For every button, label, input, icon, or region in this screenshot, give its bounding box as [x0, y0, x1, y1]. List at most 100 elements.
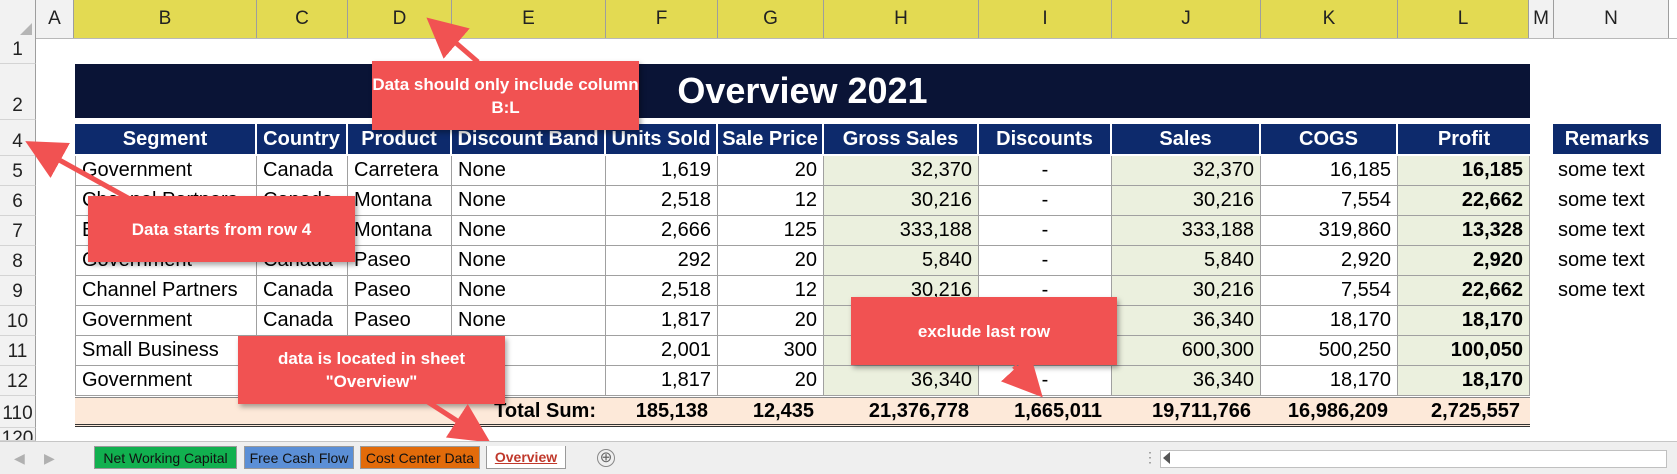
cell-country[interactable]: Canada: [257, 306, 348, 336]
total-discounts[interactable]: 1,665,011: [1014, 400, 1102, 422]
column-header-j[interactable]: J: [1112, 0, 1261, 38]
cell-units-sold[interactable]: 2,518: [606, 186, 718, 216]
cell-discount-band[interactable]: None: [452, 216, 606, 246]
cell-discounts[interactable]: -: [979, 186, 1112, 216]
cell-profit[interactable]: 16,185: [1398, 156, 1530, 186]
cell-discount-band[interactable]: None: [452, 186, 606, 216]
header-country[interactable]: Country: [257, 124, 348, 154]
cell-sale-price[interactable]: 20: [718, 156, 824, 186]
scroll-left-arrow-icon[interactable]: [1163, 452, 1170, 464]
row-header-5[interactable]: 5: [0, 156, 36, 186]
remark-cell[interactable]: some text: [1558, 159, 1645, 181]
cell-cogs[interactable]: 500,250: [1261, 336, 1398, 366]
cell-units-sold[interactable]: 1,817: [606, 366, 718, 396]
total-profit[interactable]: 2,725,557: [1431, 400, 1520, 422]
remark-cell[interactable]: some text: [1558, 219, 1645, 241]
scroll-tabs-left-icon[interactable]: ◀: [14, 450, 25, 466]
cell-cogs[interactable]: 319,860: [1261, 216, 1398, 246]
cell-discounts[interactable]: -: [979, 216, 1112, 246]
remark-cell[interactable]: some text: [1558, 189, 1645, 211]
header-sales[interactable]: Sales: [1112, 124, 1261, 154]
cell-sale-price[interactable]: 300: [718, 336, 824, 366]
cell-units-sold[interactable]: 292: [606, 246, 718, 276]
cell-units-sold[interactable]: 1,619: [606, 156, 718, 186]
cell-sale-price[interactable]: 12: [718, 186, 824, 216]
column-header-a[interactable]: A: [36, 0, 74, 38]
cell-product[interactable]: Montana: [348, 216, 452, 246]
cell-discounts[interactable]: -: [979, 366, 1112, 396]
total-sale-price[interactable]: 12,435: [752, 400, 814, 422]
cell-profit[interactable]: 18,170: [1398, 366, 1530, 396]
remark-cell[interactable]: some text: [1558, 279, 1645, 301]
column-header-l[interactable]: L: [1398, 0, 1529, 38]
cell-sale-price[interactable]: 20: [718, 366, 824, 396]
cell-units-sold[interactable]: 2,666: [606, 216, 718, 246]
cell-product[interactable]: Montana: [348, 186, 452, 216]
column-header-d[interactable]: D: [348, 0, 452, 38]
cell-sale-price[interactable]: 20: [718, 306, 824, 336]
cell-profit[interactable]: 22,662: [1398, 276, 1530, 306]
cell-sales[interactable]: 30,216: [1112, 186, 1261, 216]
total-cogs[interactable]: 16,986,209: [1287, 400, 1388, 422]
cell-gross-sales[interactable]: 32,370: [824, 156, 979, 186]
sheet-tab-free-cash-flow[interactable]: Free Cash Flow: [244, 446, 354, 469]
cell-product[interactable]: Paseo: [348, 306, 452, 336]
row-header-4[interactable]: 4: [0, 120, 36, 156]
total-gross-sales[interactable]: 21,376,778: [868, 400, 969, 422]
cell-profit[interactable]: 13,328: [1398, 216, 1530, 246]
column-header-m[interactable]: M: [1529, 0, 1554, 38]
cell-sales[interactable]: 36,340: [1112, 306, 1261, 336]
sheet-tab-overview[interactable]: Overview: [486, 446, 566, 469]
column-header-f[interactable]: F: [606, 0, 718, 38]
cell-country[interactable]: Canada: [257, 276, 348, 306]
header-cogs[interactable]: COGS: [1261, 124, 1398, 154]
sheet-tab-net-working-capital[interactable]: Net Working Capital: [94, 446, 237, 469]
row-header-6[interactable]: 6: [0, 186, 36, 216]
cell-sales[interactable]: 30,216: [1112, 276, 1261, 306]
header-segment[interactable]: Segment: [75, 124, 257, 154]
total-units-sold[interactable]: 185,138: [635, 400, 708, 422]
row-header-2[interactable]: 2: [0, 64, 36, 120]
cell-sale-price[interactable]: 12: [718, 276, 824, 306]
cell-segment[interactable]: Government: [75, 306, 257, 336]
cell-sales[interactable]: 36,340: [1112, 366, 1261, 396]
row-header-12[interactable]: 12: [0, 366, 36, 396]
cell-discount-band[interactable]: None: [452, 306, 606, 336]
remark-cell[interactable]: some text: [1558, 249, 1645, 271]
cell-discounts[interactable]: -: [979, 156, 1112, 186]
row-header-9[interactable]: 9: [0, 276, 36, 306]
cell-gross-sales[interactable]: 30,216: [824, 186, 979, 216]
cell-cogs[interactable]: 16,185: [1261, 156, 1398, 186]
cell-sales[interactable]: 32,370: [1112, 156, 1261, 186]
cell-profit[interactable]: 18,170: [1398, 306, 1530, 336]
cell-cogs[interactable]: 7,554: [1261, 186, 1398, 216]
column-header-e[interactable]: E: [452, 0, 606, 38]
row-header-120[interactable]: 120: [0, 428, 36, 441]
column-header-c[interactable]: C: [257, 0, 348, 38]
cell-segment[interactable]: Channel Partners: [75, 276, 257, 306]
total-label[interactable]: Total Sum:: [494, 400, 596, 422]
horizontal-scrollbar[interactable]: ⋮: [1143, 449, 1667, 468]
cell-sales[interactable]: 333,188: [1112, 216, 1261, 246]
row-header-1[interactable]: 1: [0, 38, 36, 64]
cell-units-sold[interactable]: 2,001: [606, 336, 718, 366]
row-header-10[interactable]: 10: [0, 306, 36, 336]
cell-discount-band[interactable]: None: [452, 276, 606, 306]
cell-gross-sales[interactable]: 5,840: [824, 246, 979, 276]
add-sheet-icon[interactable]: ⊕: [597, 449, 615, 467]
header-profit[interactable]: Profit: [1398, 124, 1530, 154]
cell-profit[interactable]: 2,920: [1398, 246, 1530, 276]
cell-sale-price[interactable]: 125: [718, 216, 824, 246]
header-sale-price[interactable]: Sale Price: [718, 124, 824, 154]
cell-units-sold[interactable]: 2,518: [606, 276, 718, 306]
cell-product[interactable]: Paseo: [348, 246, 452, 276]
header-gross-sales[interactable]: Gross Sales: [824, 124, 979, 154]
cell-segment[interactable]: Small Business: [75, 336, 257, 366]
header-discounts[interactable]: Discounts: [979, 124, 1112, 154]
cell-sale-price[interactable]: 20: [718, 246, 824, 276]
cell-discount-band[interactable]: None: [452, 246, 606, 276]
sheet-tab-cost-center-data[interactable]: Cost Center Data: [360, 446, 480, 469]
cell-product[interactable]: Carretera: [348, 156, 452, 186]
row-header-110[interactable]: 110: [0, 396, 36, 428]
row-header-8[interactable]: 8: [0, 246, 36, 276]
